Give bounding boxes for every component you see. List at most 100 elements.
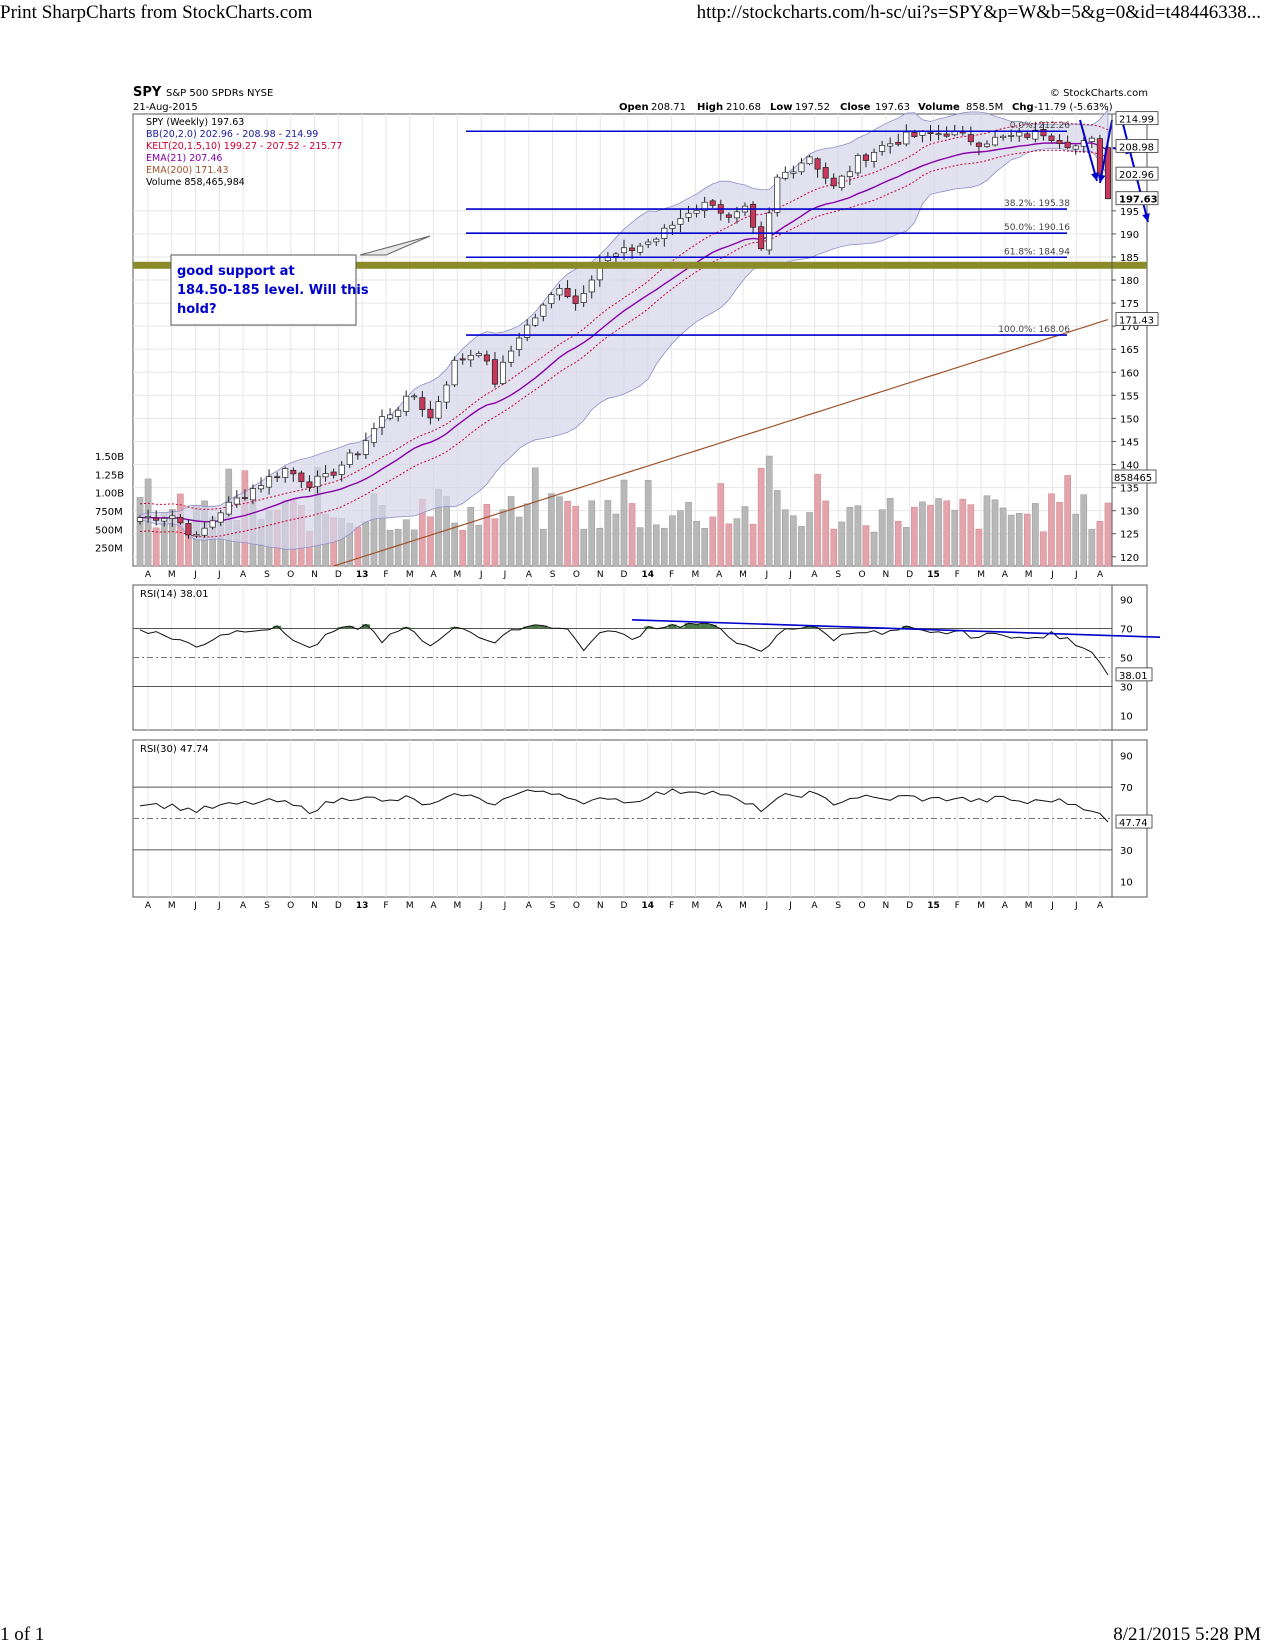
x-tick-label: J — [193, 901, 197, 911]
trend-arrowhead — [1142, 213, 1150, 222]
rsi-overbought-fill — [692, 624, 701, 629]
x-tick-label: J — [788, 570, 792, 580]
rsi-overbought-fill — [539, 625, 548, 629]
volume-bar — [459, 530, 466, 567]
volume-bar — [919, 501, 926, 567]
candle — [693, 204, 700, 218]
rsi-overbought-fill — [668, 624, 677, 629]
legend: SPY (Weekly) 197.63 BB(20,2.0) 202.96 - … — [146, 117, 342, 188]
x-tick-label: A — [430, 901, 437, 911]
candle — [548, 292, 555, 309]
annotation-line-1: good support at — [177, 264, 295, 279]
x-tick-label: J — [479, 570, 483, 580]
candle — [338, 461, 345, 482]
volume-bar — [548, 493, 555, 567]
candle — [145, 509, 152, 523]
volume-bar — [475, 524, 483, 567]
candle — [895, 133, 902, 147]
candle — [274, 472, 281, 483]
volume-bar — [967, 504, 975, 567]
price-tag-box — [1115, 191, 1159, 206]
price-tag-box — [1115, 111, 1159, 126]
candle — [282, 466, 289, 483]
fib-label: 100.0%: 168.06 — [998, 325, 1070, 335]
annotation-line-2: 184.50-185 level. Will this — [177, 283, 369, 298]
x-tick-label: M — [168, 570, 176, 580]
x-tick-label: S — [550, 901, 556, 911]
volume-bar — [830, 528, 838, 567]
candle — [879, 140, 886, 156]
trend-arrow — [1079, 119, 1098, 182]
chart-date: 21-Aug-2015 — [133, 102, 198, 113]
price-tag-box — [1115, 166, 1159, 181]
volume-tick-label: 750M — [95, 507, 123, 518]
volume-bar — [902, 527, 910, 567]
trend-arrowhead — [1091, 172, 1099, 181]
rsi-overbought-fill — [402, 627, 411, 629]
x-tick-label: M — [453, 570, 461, 580]
rsi30-title: RSI(30) 47.74 — [140, 744, 209, 755]
volume-tick-label: 500M — [95, 525, 123, 536]
ema21-line — [139, 142, 1109, 523]
volume-bar — [798, 525, 805, 567]
candle — [588, 275, 595, 299]
candle — [314, 470, 321, 494]
candle — [935, 124, 942, 141]
chg-label: Chg — [1012, 102, 1034, 113]
x-tick-label: F — [669, 570, 674, 580]
volume-bar — [709, 516, 717, 567]
x-tick-label: S — [264, 570, 270, 580]
legend-price: SPY (Weekly) 197.63 — [146, 117, 244, 128]
volume-tag-box — [1111, 469, 1157, 484]
volume-bar — [1040, 531, 1047, 567]
x-tick-label: M — [1025, 901, 1033, 911]
volume-bar — [661, 527, 668, 567]
candle — [233, 490, 240, 508]
high-value: 210.68 — [726, 102, 761, 113]
trend-arrow — [1099, 119, 1113, 184]
candle — [346, 449, 353, 468]
x-tick-label: A — [811, 901, 818, 911]
x-tick-label: 15 — [927, 570, 940, 580]
rsi-overbought-fill — [361, 624, 370, 629]
x-tick-label: J — [1050, 901, 1054, 911]
x-tick-label: 14 — [642, 570, 655, 580]
volume-bar — [757, 467, 765, 567]
price-tick-label: 120 — [1120, 553, 1139, 564]
rsi-tick-label: 90 — [1120, 752, 1133, 763]
price-tick-label: 180 — [1120, 276, 1139, 287]
x-tick-label: M — [406, 570, 414, 580]
candle — [306, 475, 313, 492]
x-tick-label: M — [453, 901, 461, 911]
x-tick-label: M — [977, 901, 985, 911]
candle — [435, 395, 442, 422]
price-tag: 214.99 — [1119, 115, 1154, 126]
candle — [451, 356, 458, 388]
volume-bar — [1072, 513, 1080, 567]
x-tick-label: O — [287, 570, 294, 580]
x-tick-label: A — [145, 901, 152, 911]
x-tick-label: J — [217, 570, 221, 580]
x-tick-label: A — [1097, 570, 1104, 580]
candle — [354, 451, 361, 460]
volume-bar — [523, 503, 531, 567]
candle — [225, 496, 232, 517]
x-tick-label: N — [882, 570, 889, 580]
candle — [798, 158, 805, 175]
candle — [750, 201, 757, 234]
x-tick-label: A — [240, 901, 247, 911]
x-tick-label: 13 — [356, 570, 369, 580]
candle — [201, 521, 208, 538]
candle — [258, 477, 265, 493]
x-tick-label: J — [765, 901, 769, 911]
x-tick-label: D — [335, 570, 342, 580]
candle — [177, 514, 184, 525]
low-label: Low — [770, 102, 792, 113]
x-tick-label: S — [835, 570, 841, 580]
candle — [766, 207, 773, 255]
x-tick-label: D — [621, 901, 628, 911]
volume-bar — [540, 528, 547, 567]
candle — [419, 391, 426, 417]
x-tick-label: D — [621, 570, 628, 580]
candle — [830, 173, 837, 190]
